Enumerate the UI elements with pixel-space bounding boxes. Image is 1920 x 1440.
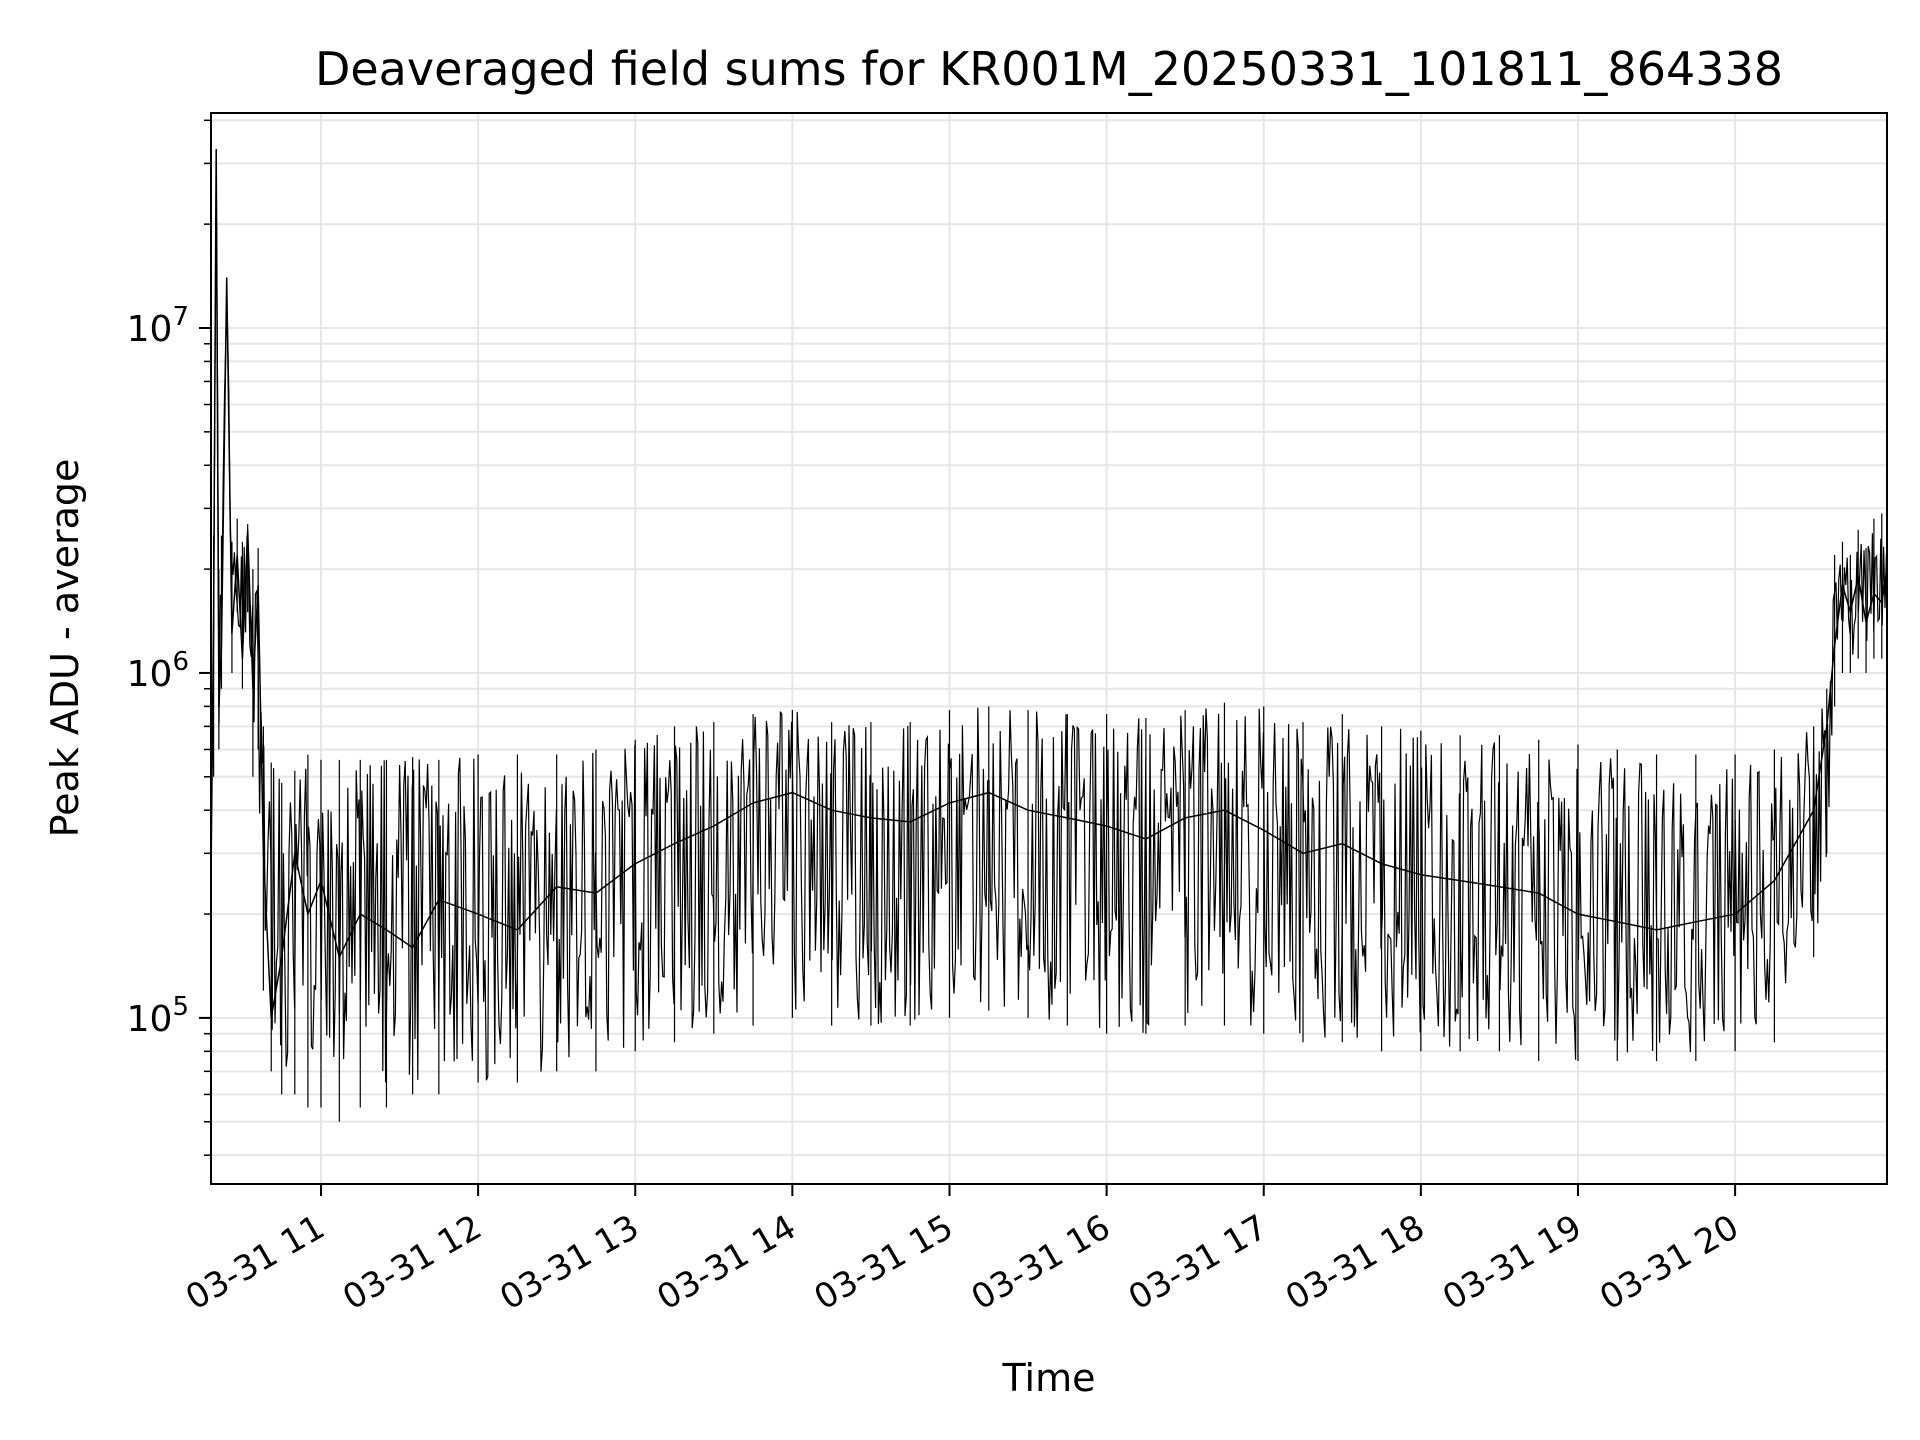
chart-title: Deaveraged field sums for KR001M_2025033… bbox=[315, 42, 1783, 96]
y-tick-label: 107 bbox=[127, 302, 189, 350]
plot-frame bbox=[210, 112, 1888, 1185]
series-line bbox=[211, 149, 1887, 1122]
y-axis: 105 106 107 bbox=[127, 119, 211, 1156]
y-axis-label: Peak ADU - average bbox=[43, 459, 87, 838]
y-tick-label: 105 bbox=[127, 992, 189, 1040]
series-noise-trace bbox=[211, 166, 1887, 1083]
grid bbox=[211, 113, 1887, 1184]
y-tick-label: 106 bbox=[127, 647, 189, 695]
x-axis-label: Time bbox=[1002, 1356, 1096, 1400]
